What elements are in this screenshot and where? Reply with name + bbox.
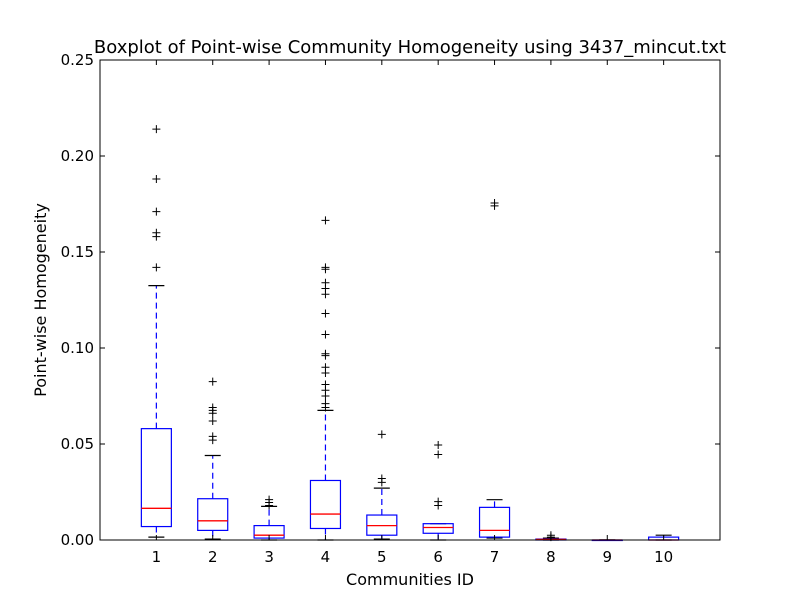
flier-point (434, 450, 443, 459)
flier-point (152, 263, 161, 272)
box (197, 498, 229, 532)
x-axis-label: Communities ID (346, 570, 474, 589)
flier-point (321, 368, 330, 377)
x-tick-label: 9 (602, 548, 612, 566)
x-tick-label: 10 (654, 548, 673, 566)
y-tick-label: 0.00 (61, 531, 94, 549)
box (309, 479, 342, 530)
box-group-1 (140, 125, 172, 538)
flier-point (152, 125, 161, 134)
box-group-7 (478, 199, 511, 539)
box-group-5 (366, 430, 398, 540)
x-tick-label: 6 (433, 548, 443, 566)
flier-point (265, 501, 274, 510)
box (140, 428, 172, 528)
box (422, 523, 454, 534)
flier-point (490, 201, 499, 210)
y-tick-label: 0.15 (61, 243, 94, 261)
y-tick-label: 0.10 (61, 339, 94, 357)
flier-point (377, 478, 386, 487)
flier-point (208, 416, 217, 425)
flier-point (434, 440, 443, 449)
flier-point (321, 392, 330, 400)
plot-area (140, 125, 680, 542)
x-tick-label: 2 (208, 548, 218, 566)
flier-point (321, 309, 330, 318)
flier-point (377, 430, 386, 439)
x-tick-label: 7 (490, 548, 500, 566)
x-tick-label: 1 (152, 548, 162, 566)
flier-point (321, 216, 330, 225)
flier-point (208, 377, 217, 386)
flier-point (321, 290, 330, 299)
box-group-4 (309, 216, 342, 541)
box-group-3 (253, 495, 285, 541)
x-tick-label: 3 (264, 548, 274, 566)
y-tick-label: 0.20 (61, 147, 94, 165)
box-group-6 (422, 440, 454, 541)
chart-title: Boxplot of Point-wise Community Homogene… (94, 37, 726, 58)
y-tick-label: 0.25 (61, 51, 94, 69)
flier-point (152, 232, 161, 241)
flier-point (321, 265, 330, 274)
axes: 1 2 3 4 5 6 7 8 9 10 0.00 0.05 0.10 0.15 0.20 0.25 (61, 51, 720, 566)
flier-point (152, 175, 161, 184)
flier-point (321, 330, 330, 339)
y-axis-label: Point-wise Homogeneity (31, 203, 50, 397)
plot-frame (99, 59, 721, 541)
x-tick-label: 8 (546, 548, 556, 566)
flier-point (321, 351, 330, 360)
x-tick-label: 5 (377, 548, 387, 566)
flier-point (152, 207, 161, 216)
box (478, 506, 511, 538)
flier-point (208, 409, 217, 418)
y-tick-label: 0.05 (61, 435, 94, 453)
x-tick-label: 4 (321, 548, 331, 566)
flier-point (208, 436, 217, 445)
box-group-2 (197, 377, 229, 540)
flier-point (434, 501, 443, 510)
flier-point (321, 403, 330, 412)
